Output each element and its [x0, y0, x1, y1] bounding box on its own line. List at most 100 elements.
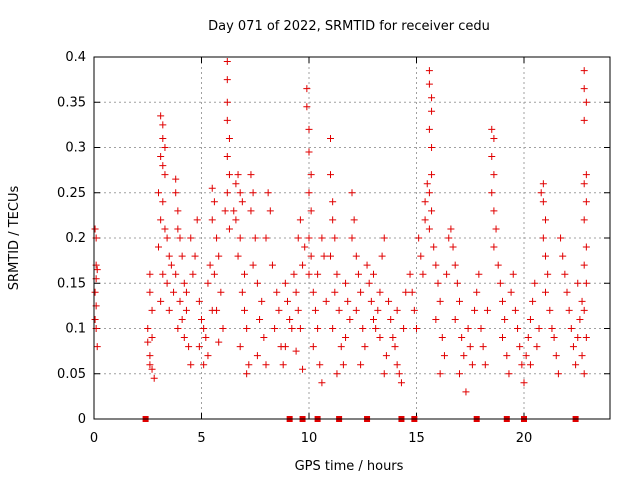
data-point — [352, 252, 360, 260]
data-point — [408, 288, 416, 296]
data-point — [146, 352, 154, 360]
data-point — [213, 234, 221, 242]
data-point — [561, 270, 569, 278]
data-point — [473, 288, 481, 296]
data-point — [582, 171, 590, 179]
data-point — [200, 361, 208, 369]
x-tick-label: 5 — [197, 431, 205, 446]
data-point — [380, 234, 388, 242]
data-point — [281, 343, 289, 351]
data-point — [251, 234, 259, 242]
data-point — [391, 343, 399, 351]
data-point — [436, 297, 444, 305]
data-point — [260, 334, 268, 342]
data-point — [432, 261, 440, 269]
data-point — [200, 325, 208, 332]
data-point — [363, 261, 371, 269]
data-point — [425, 80, 433, 88]
data-point — [567, 325, 575, 332]
data-point — [509, 270, 517, 278]
data-point — [262, 361, 270, 369]
data-point — [176, 234, 184, 242]
data-point — [148, 334, 156, 342]
data-point — [178, 315, 186, 323]
data-point — [576, 315, 584, 323]
data-point — [146, 270, 154, 278]
data-point — [569, 343, 577, 351]
data-point — [223, 58, 231, 66]
data-point — [552, 352, 560, 360]
data-point — [273, 288, 281, 296]
data-point — [225, 171, 233, 179]
data-point — [146, 361, 154, 369]
data-point — [505, 370, 513, 378]
data-point — [514, 325, 522, 332]
data-point — [460, 352, 468, 360]
data-point — [559, 252, 567, 260]
data-point — [150, 374, 158, 382]
data-point — [582, 198, 590, 206]
y-tick-label: 0.1 — [65, 322, 86, 337]
data-point — [479, 343, 487, 351]
data-point — [314, 325, 322, 332]
data-point — [189, 270, 197, 278]
data-point — [447, 225, 455, 233]
data-point — [370, 270, 377, 278]
data-point — [157, 297, 165, 305]
data-point — [238, 288, 246, 296]
data-point — [425, 125, 433, 133]
data-point — [318, 234, 326, 242]
data-point — [453, 279, 461, 287]
x-axis-label: GPS time / hours — [295, 459, 404, 474]
data-point — [225, 225, 233, 233]
data-point — [148, 365, 156, 373]
data-point — [305, 270, 313, 278]
data-point — [342, 279, 350, 287]
data-point — [428, 107, 436, 115]
data-point — [294, 306, 302, 314]
data-point — [400, 325, 408, 332]
data-point — [219, 325, 227, 332]
data-point — [425, 189, 433, 197]
data-point — [393, 306, 401, 314]
data-point — [301, 243, 309, 251]
data-point — [155, 189, 162, 197]
data-point — [425, 67, 433, 75]
data-point — [458, 334, 466, 342]
data-point — [542, 288, 549, 296]
data-point — [445, 234, 453, 242]
data-point — [232, 216, 240, 224]
data-point — [425, 225, 433, 233]
data-point — [230, 207, 238, 215]
data-point — [157, 153, 165, 161]
data-point — [223, 189, 231, 197]
data-point — [174, 207, 182, 215]
data-point — [249, 261, 257, 269]
y-tick-label: 0.05 — [57, 367, 86, 382]
data-point — [490, 134, 498, 142]
data-point — [303, 103, 311, 111]
x-tick-label: 10 — [301, 431, 318, 446]
data-point — [428, 144, 436, 151]
data-point — [548, 325, 556, 332]
data-point — [511, 306, 519, 314]
data-point — [172, 175, 180, 183]
data-point — [389, 334, 397, 342]
data-point — [466, 343, 474, 351]
data-point — [402, 288, 410, 296]
data-point — [161, 144, 169, 151]
data-point — [314, 270, 322, 278]
data-point — [415, 234, 423, 242]
data-point — [271, 325, 279, 332]
data-point — [503, 352, 511, 360]
data-point — [524, 334, 532, 342]
data-point — [329, 325, 337, 332]
data-point — [490, 243, 498, 251]
data-point — [580, 370, 588, 378]
data-point — [234, 252, 242, 260]
data-point — [539, 180, 547, 188]
data-point — [376, 288, 384, 296]
data-point — [157, 112, 165, 120]
data-point — [157, 216, 165, 224]
data-point — [91, 288, 99, 296]
